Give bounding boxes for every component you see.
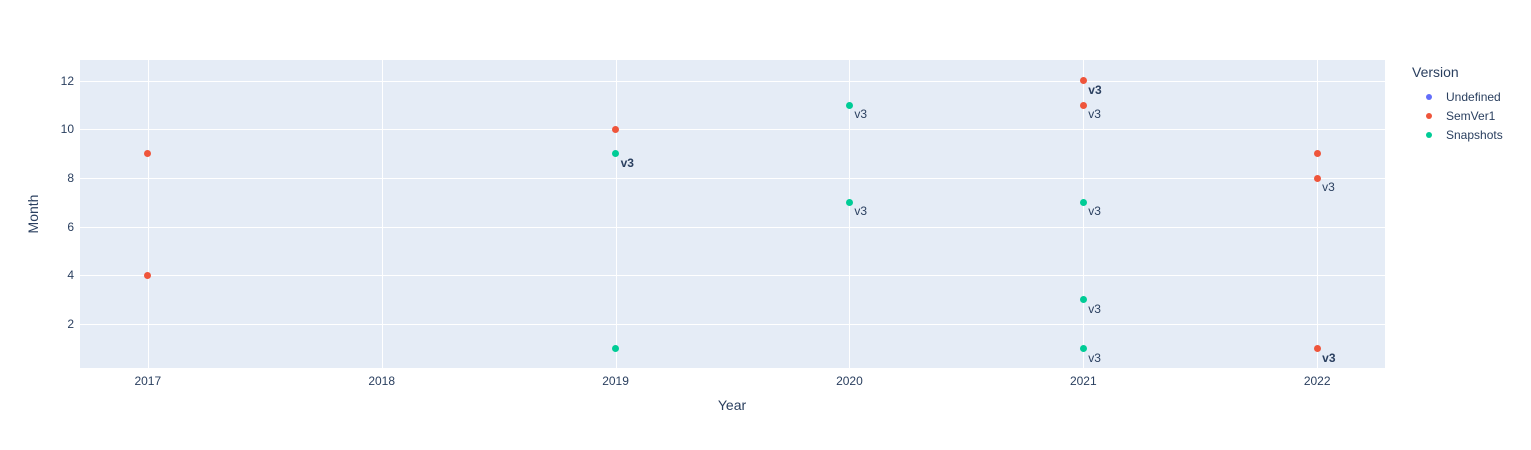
data-point-semver1-2017-m9[interactable]	[144, 150, 152, 158]
data-point-semver1-2017-m4[interactable]	[144, 271, 152, 279]
x-tick-2017: 2017	[134, 374, 162, 388]
x-tick-2020: 2020	[836, 374, 863, 388]
x-tick-2019: 2019	[602, 374, 629, 388]
data-point-snapshots-2019-m9[interactable]	[612, 150, 620, 158]
data-point-semver1-2019-m10[interactable]	[612, 125, 620, 133]
legend-marker-icon	[1426, 112, 1432, 119]
data-point-semver1-2021-m11[interactable]	[1079, 101, 1087, 109]
legend-item-label: SemVer1	[1446, 108, 1496, 123]
gridline-x-2019	[615, 60, 617, 368]
data-point-snapshots-2021-m3[interactable]	[1079, 296, 1087, 304]
y-tick-8: 8	[67, 171, 74, 186]
data-point-semver1-2022-m8[interactable]	[1313, 174, 1321, 182]
gridline-y-10	[80, 129, 1385, 131]
point-text-label: v3	[854, 107, 868, 122]
point-text-label: v3	[1088, 301, 1101, 316]
gridline-x-2020	[849, 60, 851, 368]
data-point-semver1-2022-m9[interactable]	[1313, 150, 1321, 158]
y-tick-4: 4	[67, 268, 74, 283]
y-tick-6: 6	[67, 219, 74, 234]
gridline-x-2022	[1317, 60, 1319, 368]
y-axis-title: Month	[25, 194, 41, 234]
data-point-snapshots-2019-m1[interactable]	[612, 345, 620, 353]
gridline-x-2021	[1083, 60, 1085, 368]
legend-items: Undefined SemVer1 Snapshots	[1412, 87, 1503, 144]
gridline-x-2017	[147, 60, 149, 368]
plot-area: v3 v3 v3 v3 v3 v3 v3 v3 v3 v3	[80, 60, 1385, 368]
point-text-label: v3	[854, 204, 868, 219]
point-text-label: v3	[1322, 350, 1336, 365]
y-axis-tick-labels: 2 4 6 8 10 12	[0, 0, 74, 450]
point-text-label: v3	[620, 155, 634, 170]
data-point-snapshots-2020-m11[interactable]	[845, 101, 853, 109]
point-text-label: v3	[1322, 180, 1335, 195]
legend-marker-icon	[1426, 93, 1432, 100]
point-text-label: v3	[1088, 82, 1102, 97]
point-text-label: v3	[1088, 350, 1101, 365]
point-text-label: v3	[1088, 204, 1101, 219]
data-point-semver1-2022-m1[interactable]	[1313, 345, 1321, 353]
data-point-snapshots-2020-m7[interactable]	[845, 198, 853, 206]
legend-item-label: Undefined	[1446, 89, 1501, 104]
x-tick-2018: 2018	[368, 374, 396, 388]
legend-item-semver1[interactable]: SemVer1	[1412, 106, 1503, 125]
x-tick-2021: 2021	[1069, 374, 1097, 388]
legend-item-undefined[interactable]: Undefined	[1412, 87, 1503, 106]
gridline-y-6	[80, 226, 1385, 228]
y-tick-2: 2	[67, 317, 74, 332]
x-tick-2022: 2022	[1303, 374, 1331, 388]
data-point-semver1-2021-m12[interactable]	[1079, 77, 1087, 85]
gridline-y-8	[80, 178, 1385, 180]
legend-title: Version	[1412, 64, 1459, 80]
point-text-label: v3	[1088, 107, 1101, 122]
gridline-y-12	[80, 80, 1385, 82]
x-axis-title: Year	[717, 397, 747, 413]
legend-item-label: Snapshots	[1446, 127, 1503, 142]
y-tick-10: 10	[60, 122, 74, 137]
legend: Version Undefined SemVer1 Snapshots	[1412, 64, 1503, 144]
y-tick-12: 12	[60, 73, 74, 88]
gridline-y-2	[80, 324, 1385, 326]
data-point-snapshots-2021-m1[interactable]	[1079, 345, 1087, 353]
gridline-y-4	[80, 275, 1385, 277]
data-point-snapshots-2021-m7[interactable]	[1079, 198, 1087, 206]
gridline-x-2018	[381, 60, 383, 368]
legend-marker-icon	[1426, 131, 1432, 138]
legend-item-snapshots[interactable]: Snapshots	[1412, 125, 1503, 144]
